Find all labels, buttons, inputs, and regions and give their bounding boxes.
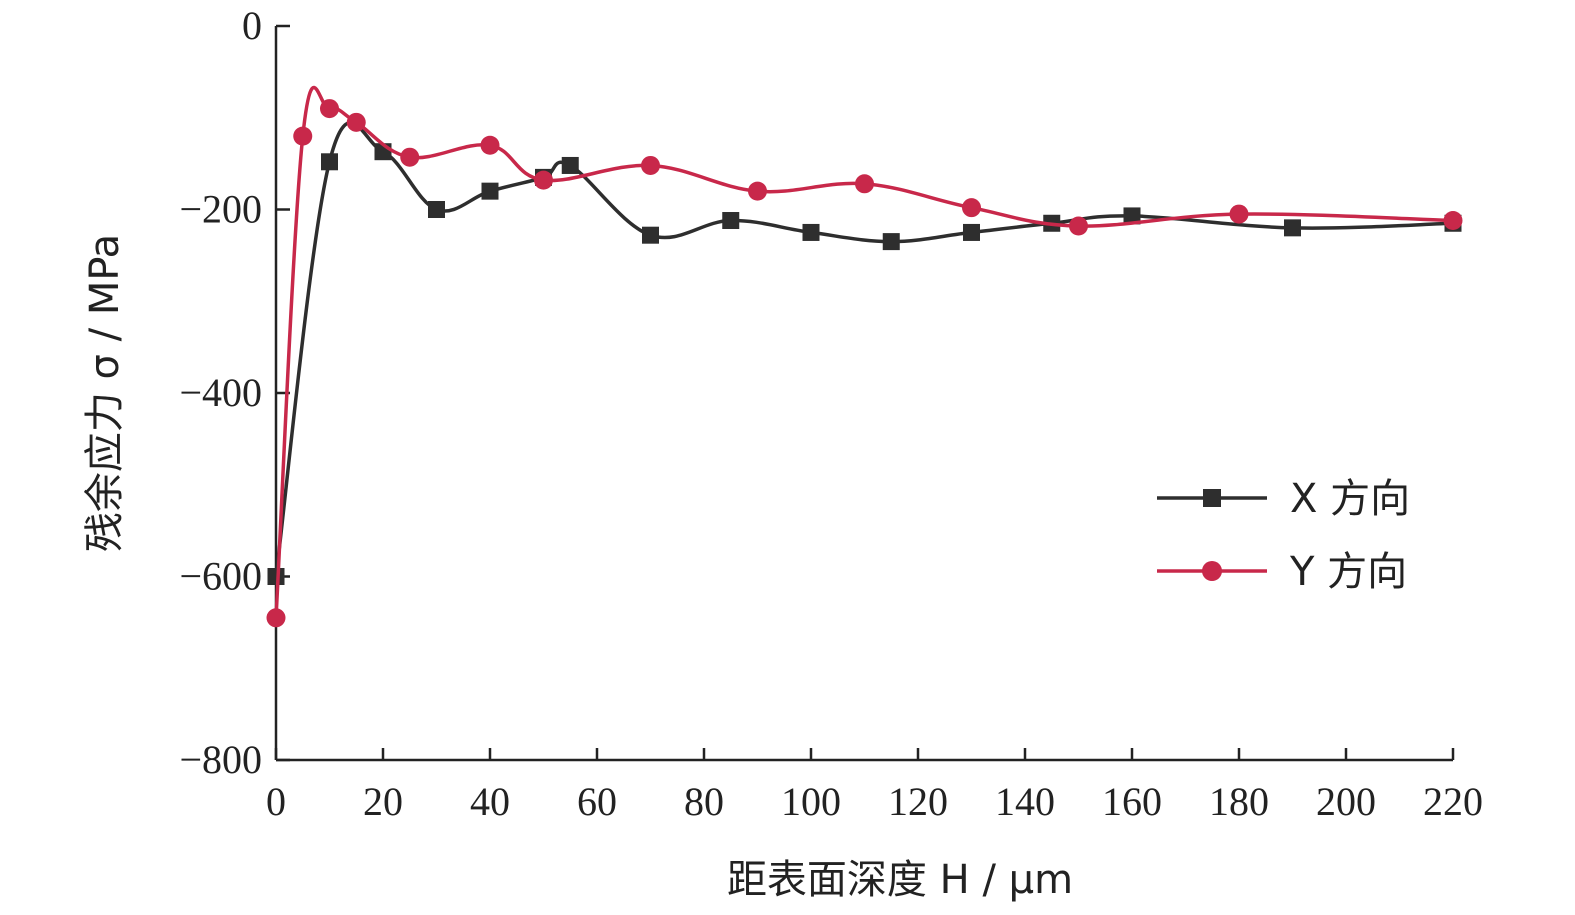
x-axis-title: 距表面深度 H / μm	[727, 857, 1073, 903]
x-tick-label: 180	[1209, 779, 1269, 824]
data-point	[722, 212, 740, 230]
x-tick-label: 60	[577, 779, 617, 824]
x-tick-label: 0	[266, 779, 286, 824]
data-point	[1229, 204, 1249, 224]
x-tick-label: 80	[684, 779, 724, 824]
data-point	[1069, 216, 1088, 236]
data-point	[321, 153, 338, 171]
data-point	[267, 568, 285, 585]
legend-entry: Y 方向	[1157, 549, 1407, 595]
x-tick-label: 100	[781, 779, 841, 824]
x-tick-label: 40	[470, 779, 510, 824]
data-point	[480, 135, 500, 155]
x-tick-label: 220	[1423, 779, 1483, 824]
axes	[274, 26, 1453, 762]
series-line	[274, 120, 1454, 577]
data-point	[481, 182, 499, 200]
data-point	[400, 147, 420, 167]
y-axis-title: 残余应力 σ / MPa	[82, 234, 128, 552]
data-point	[1284, 219, 1301, 237]
legend-entry: X 方向	[1157, 476, 1410, 522]
legend-marker	[1202, 561, 1222, 581]
data-point	[855, 174, 874, 194]
y-tick-label: −400	[179, 370, 262, 415]
x-tick-label: 140	[995, 779, 1055, 824]
data-point	[428, 201, 445, 218]
data-point	[962, 198, 981, 218]
x-tick-label: 120	[888, 779, 948, 824]
data-point	[641, 155, 660, 175]
data-point	[748, 181, 767, 201]
legend-label: X 方向	[1290, 476, 1410, 522]
legend-label: Y 方向	[1289, 549, 1407, 595]
ticks: 0 20 40 60 80 100 120 140 160 180 200 220 0 −200 −400 −…	[179, 3, 1483, 824]
x-tick-label: 20	[363, 779, 403, 824]
series-y-direction	[266, 85, 1463, 628]
y-tick-label: −200	[179, 187, 262, 232]
data-point	[963, 223, 980, 241]
y-tick-label: 0	[242, 3, 262, 48]
data-point	[320, 99, 339, 119]
data-point	[802, 223, 820, 241]
series-line	[274, 85, 1454, 618]
data-point	[1443, 211, 1463, 231]
legend-marker	[1203, 489, 1221, 507]
data-point	[1123, 207, 1141, 225]
data-point	[642, 226, 659, 244]
y-tick-label: −800	[179, 737, 262, 782]
legend: X 方向 Y 方向	[1157, 476, 1410, 595]
data-point	[266, 608, 286, 628]
data-point	[882, 233, 900, 251]
data-point	[346, 112, 366, 132]
data-point	[293, 126, 313, 146]
y-tick-label: −600	[179, 554, 262, 599]
series-layer	[266, 85, 1463, 628]
data-point	[561, 156, 579, 174]
x-tick-label: 200	[1316, 779, 1376, 824]
x-tick-label: 160	[1102, 779, 1162, 824]
data-point	[534, 170, 553, 190]
